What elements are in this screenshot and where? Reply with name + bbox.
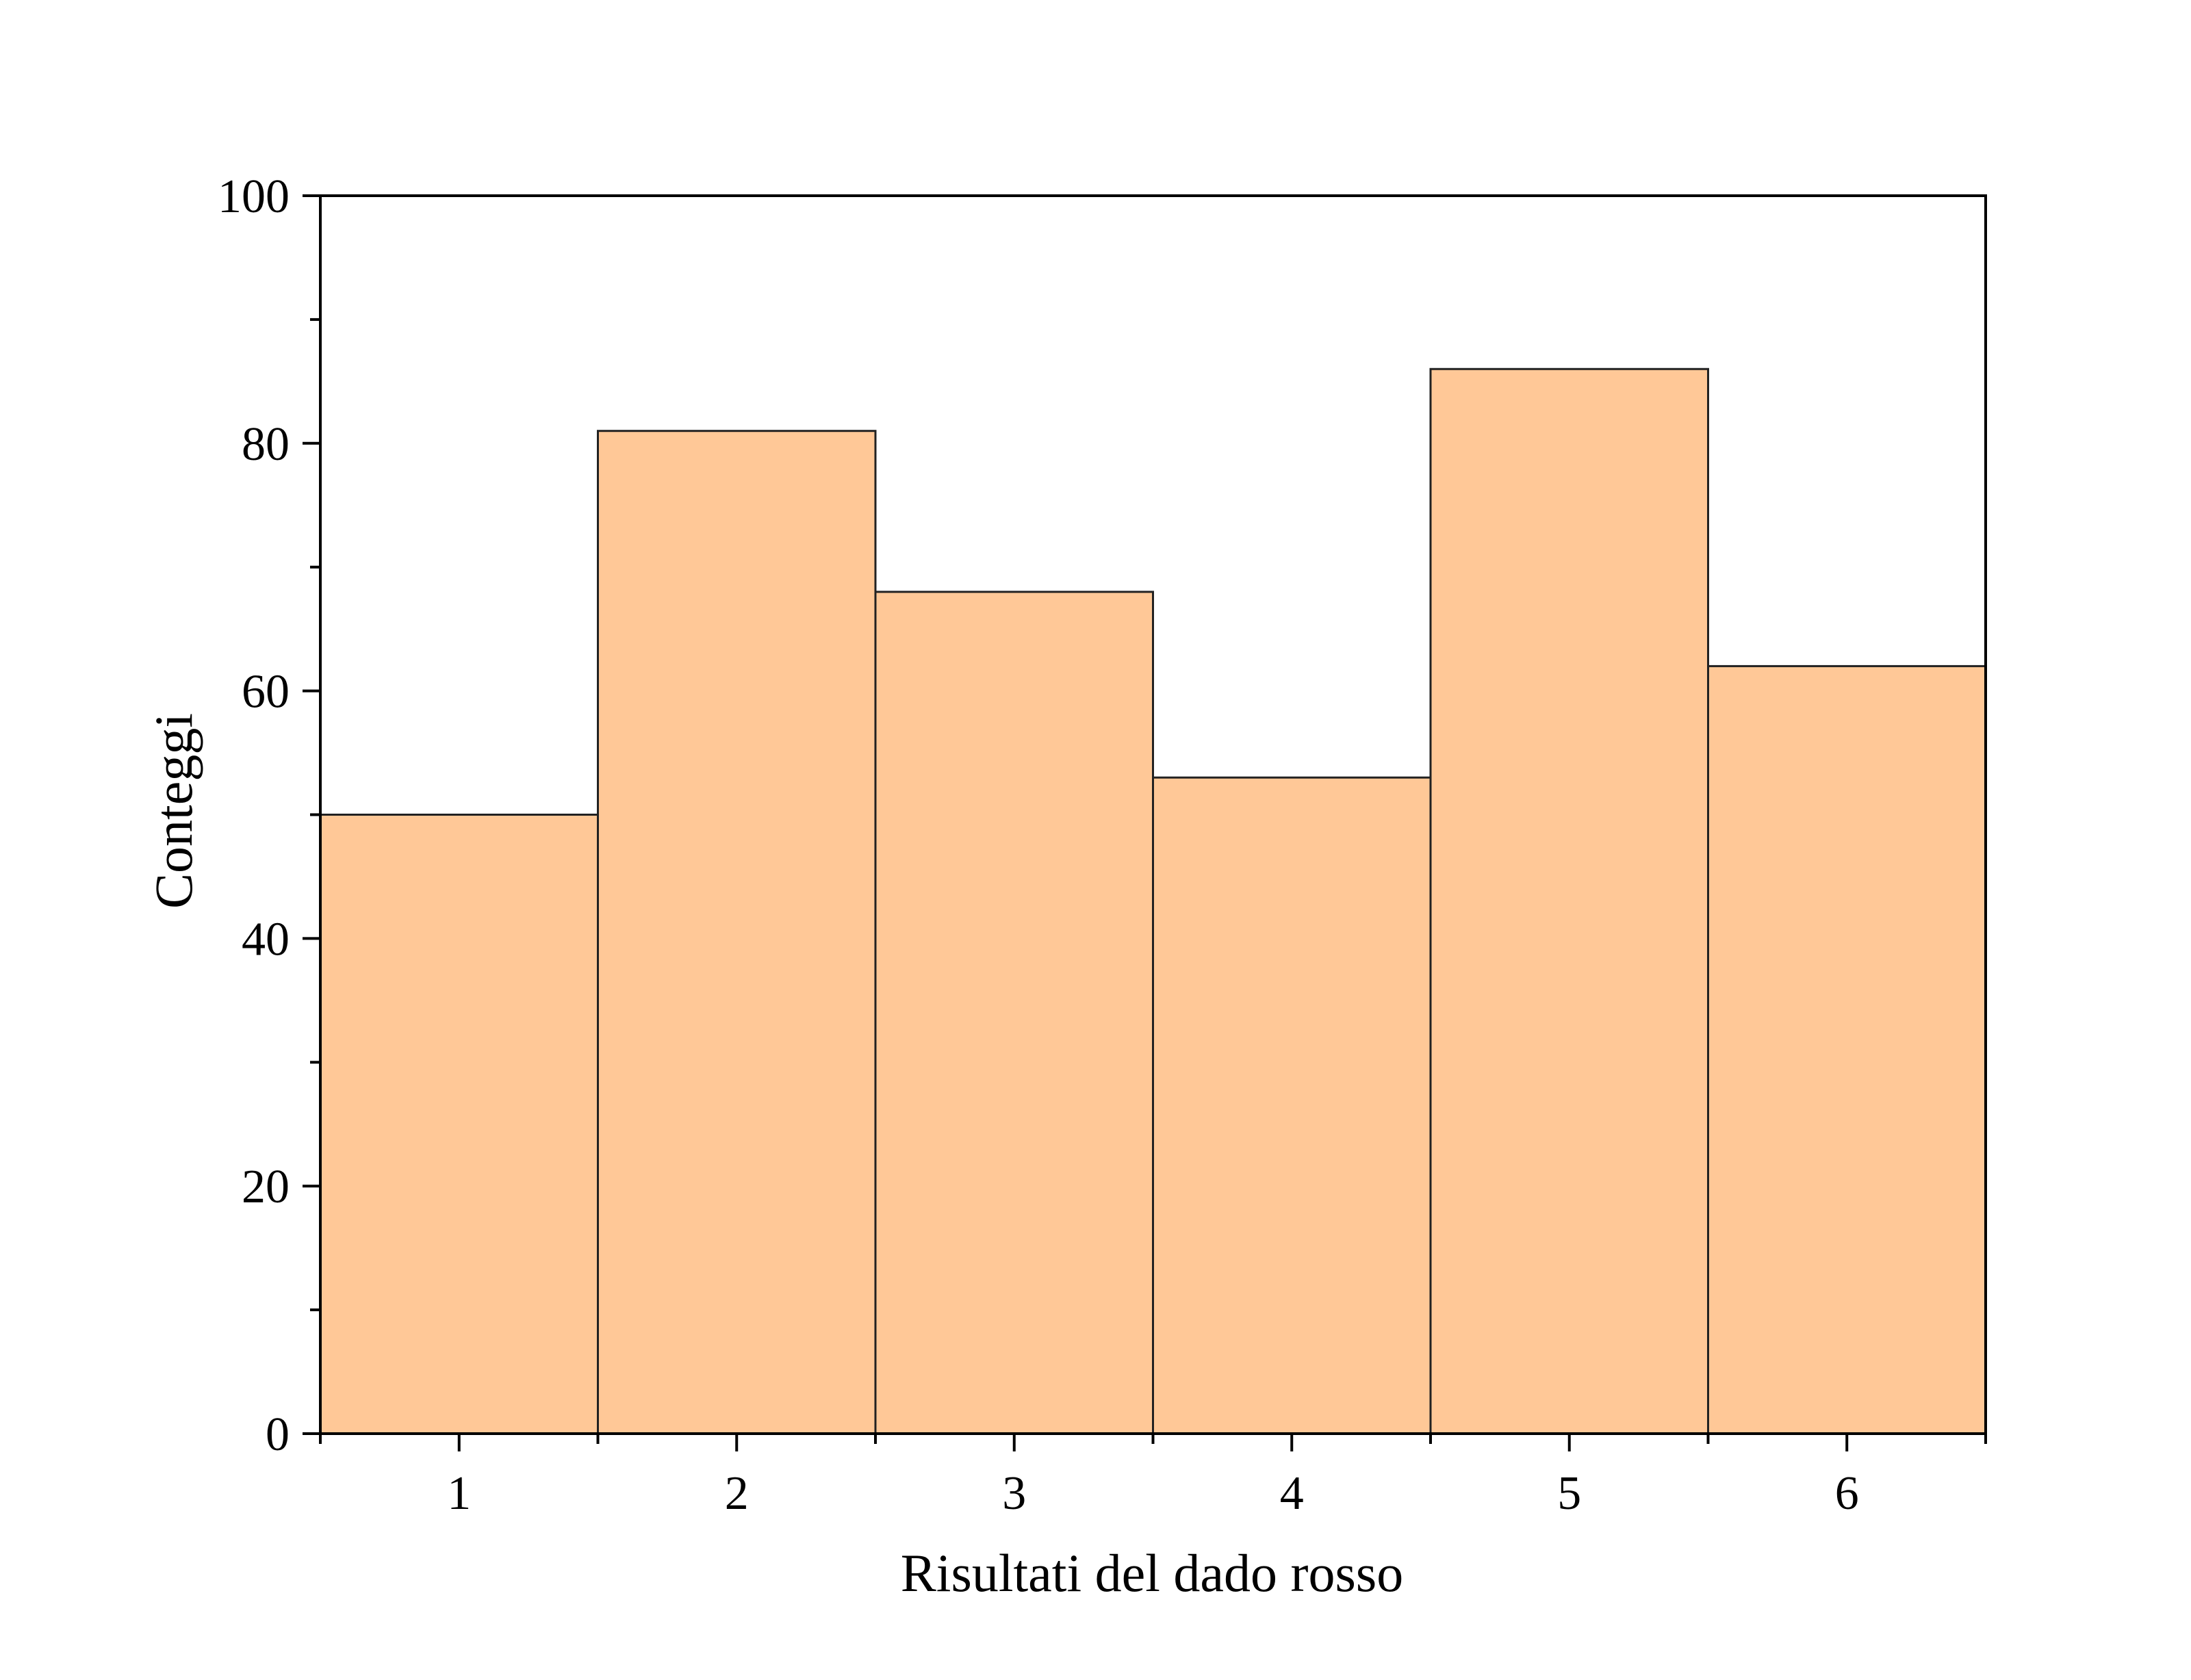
y-tick-label-20: 20 bbox=[242, 1161, 290, 1213]
x-axis-title: Risultati del dado rosso bbox=[901, 1543, 1403, 1603]
x-tick-label-5: 5 bbox=[1557, 1467, 1581, 1520]
y-tick-label-60: 60 bbox=[242, 666, 290, 719]
bar-6 bbox=[1707, 664, 1987, 1435]
bar-5 bbox=[1429, 367, 1709, 1435]
x-tick-label-6: 6 bbox=[1835, 1467, 1859, 1520]
x-tick-label-2: 2 bbox=[725, 1467, 749, 1520]
y-axis-title: Conteggi bbox=[144, 713, 203, 909]
x-tick-label-4: 4 bbox=[1280, 1467, 1304, 1520]
bars-layer bbox=[319, 367, 1987, 1435]
y-tick-label-80: 80 bbox=[242, 418, 290, 471]
y-tick-label-100: 100 bbox=[218, 170, 290, 223]
bar-4 bbox=[1152, 776, 1432, 1435]
y-tick-label-0: 0 bbox=[266, 1408, 290, 1461]
bar-1 bbox=[319, 814, 599, 1435]
axes-layer bbox=[303, 194, 1987, 1451]
x-tick-label-3: 3 bbox=[1002, 1467, 1026, 1520]
bar-2 bbox=[597, 430, 877, 1435]
y-tick-label-40: 40 bbox=[242, 913, 290, 966]
bar-3 bbox=[874, 591, 1154, 1435]
x-tick-label-1: 1 bbox=[447, 1467, 471, 1520]
labels-layer: Risultati del dado rosso Conteggi 0 20 40 6… bbox=[144, 170, 1859, 1603]
